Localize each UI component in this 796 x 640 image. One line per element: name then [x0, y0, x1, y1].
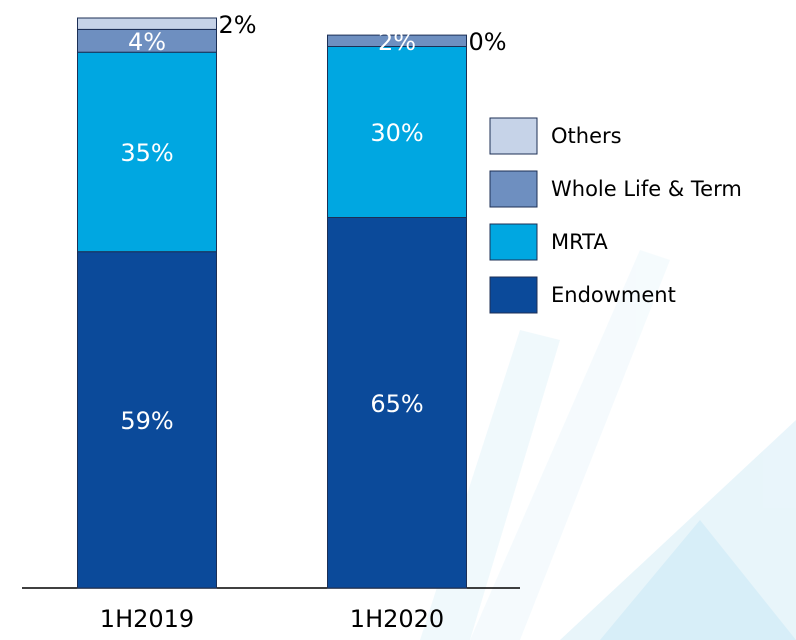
data-label: 35% — [120, 139, 173, 167]
legend-label: Endowment — [551, 283, 676, 307]
data-label: 65% — [370, 390, 423, 418]
bar-segment — [77, 51, 217, 253]
background-decoration — [420, 250, 796, 640]
legend-label: MRTA — [551, 230, 608, 254]
x-tick-label: 1H2020 — [350, 605, 444, 633]
legend-swatch — [489, 223, 538, 261]
data-label: 2% — [378, 28, 416, 56]
legend-swatch — [489, 170, 538, 208]
data-label: 30% — [370, 119, 423, 147]
bar-segment — [77, 251, 217, 589]
x-tick-label: 1H2019 — [100, 605, 194, 633]
bar-segment — [327, 217, 467, 589]
bar-segment — [327, 46, 467, 218]
bar-segment — [77, 17, 217, 30]
bar-segment — [327, 34, 467, 47]
data-label: 2% — [219, 11, 257, 39]
legend-swatch — [489, 276, 538, 314]
data-label: 4% — [128, 28, 166, 56]
legend-label: Whole Life & Term — [551, 177, 742, 201]
legend-label: Others — [551, 124, 622, 148]
legend-swatch — [489, 117, 538, 155]
data-label: 59% — [120, 407, 173, 435]
data-label: 0% — [469, 28, 507, 56]
